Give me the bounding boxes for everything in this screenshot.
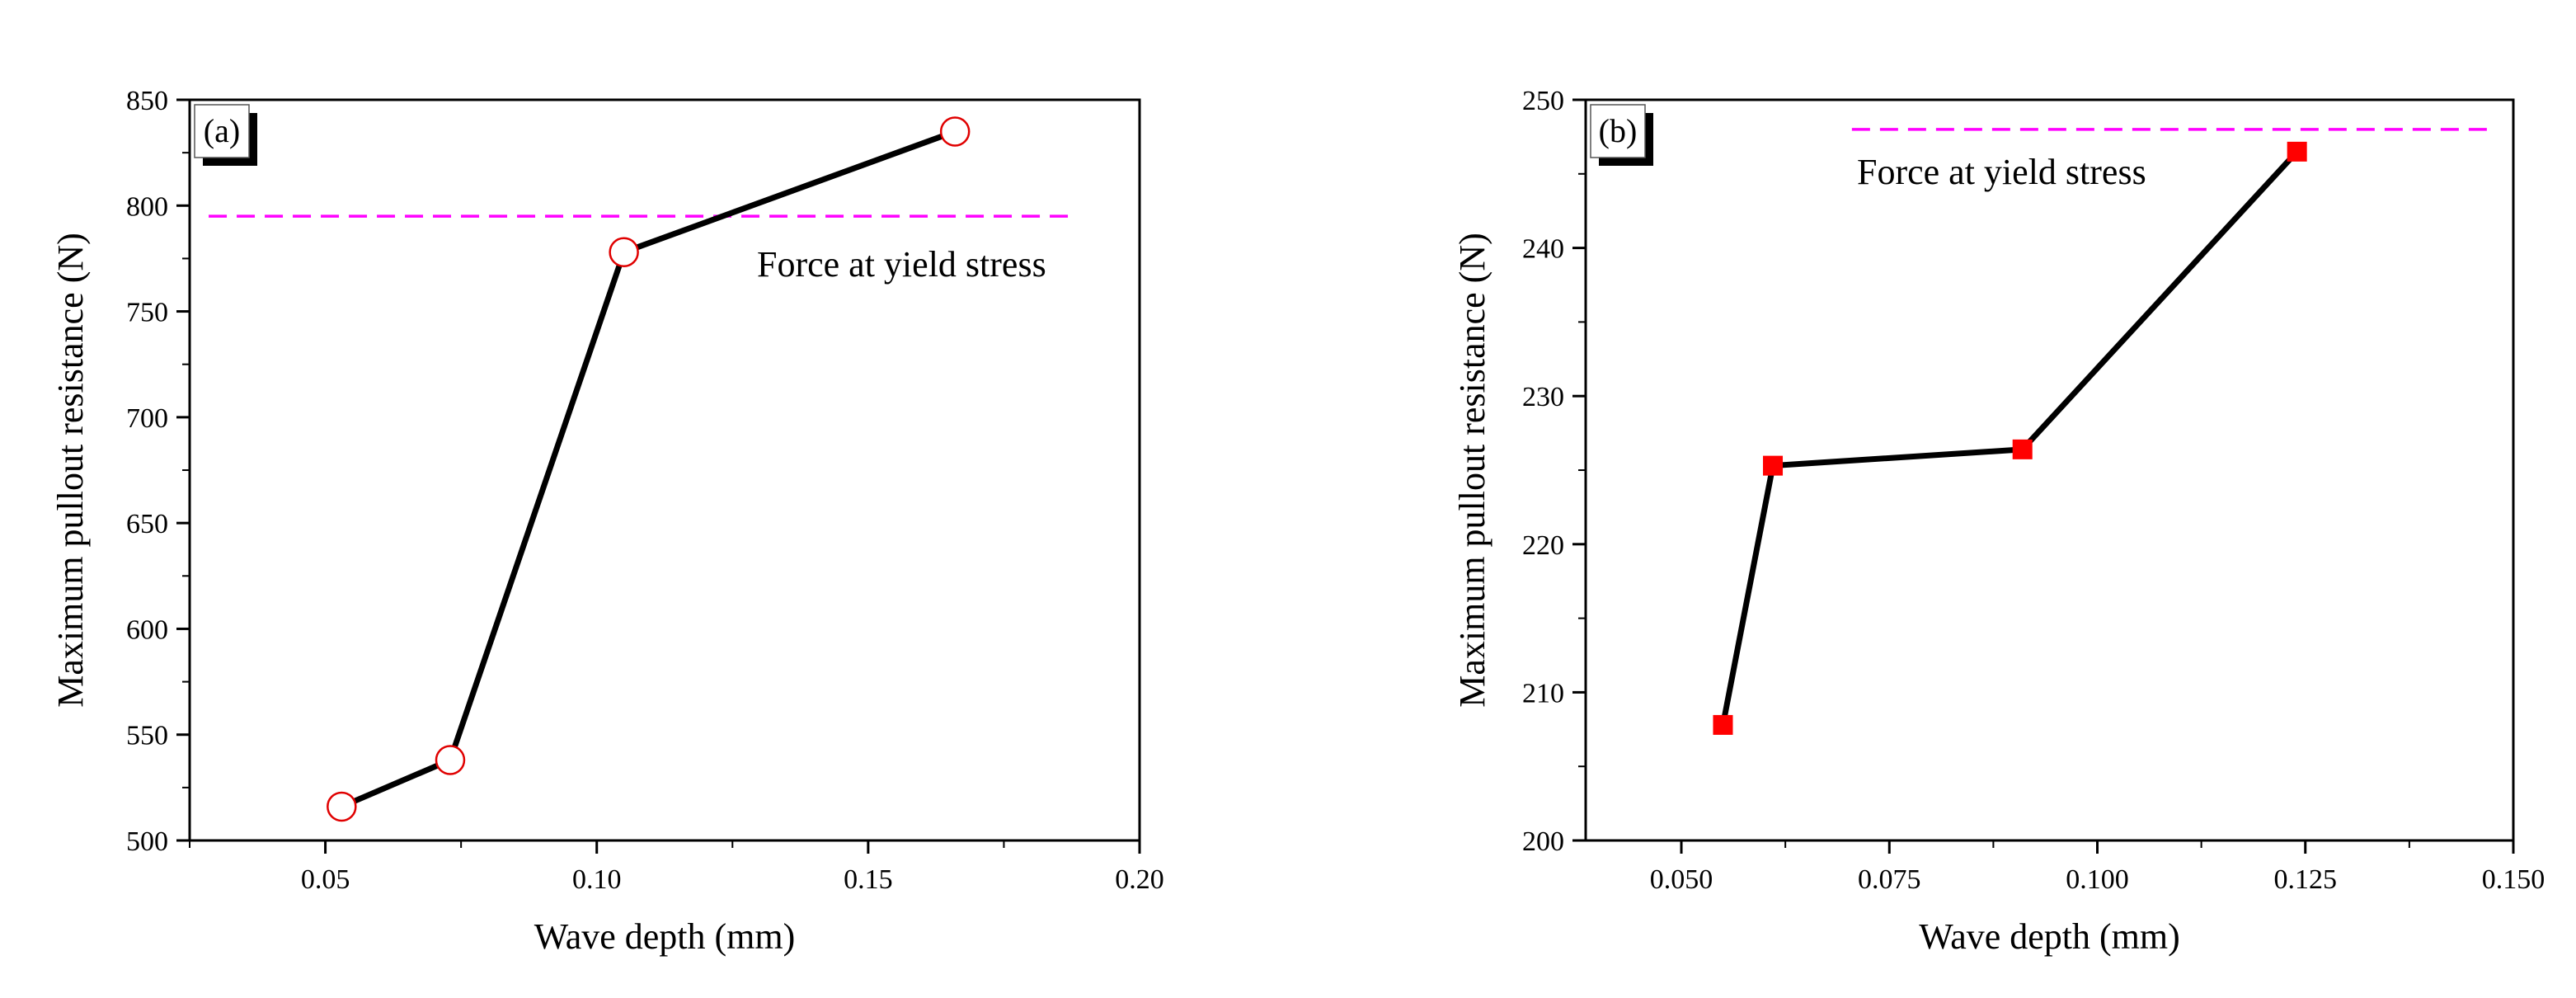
x-tick-label: 0.15 (844, 864, 893, 895)
panel-label: (a) (204, 112, 240, 149)
y-axis-title: Maximum pullout resistance (N) (50, 233, 91, 708)
y-tick-label: 200 (1522, 826, 1564, 857)
y-tick-label: 750 (126, 298, 168, 328)
y-tick-label: 600 (126, 614, 168, 645)
data-point (435, 745, 466, 775)
y-tick-label: 700 (126, 403, 168, 434)
panel-label-box (1590, 104, 1646, 158)
y-tick-label: 230 (1522, 382, 1564, 412)
data-point (939, 116, 971, 147)
y-tick-label: 210 (1522, 678, 1564, 708)
yield-annotation: Force at yield stress (1857, 152, 2146, 192)
data-point (609, 237, 639, 267)
x-axis-title: Wave depth (mm) (534, 916, 796, 957)
data-point (2287, 141, 2307, 162)
data-point (327, 791, 357, 822)
y-tick-label: 800 (126, 191, 168, 222)
x-tick-label: 0.10 (572, 864, 622, 895)
y-tick-label: 500 (126, 826, 168, 857)
x-tick-label: 0.050 (1650, 864, 1713, 895)
x-axis-title: Wave depth (mm) (1919, 916, 2180, 957)
x-tick-label: 0.20 (1115, 864, 1164, 895)
y-tick-label: 240 (1522, 234, 1564, 265)
y-tick-label: 650 (126, 509, 168, 539)
data-point (2012, 439, 2033, 459)
data-point (1713, 714, 1733, 735)
yield-annotation: Force at yield stress (757, 244, 1046, 285)
y-axis-title: Maximum pullout resistance (N) (1452, 233, 1492, 708)
series-line (340, 129, 957, 810)
y-tick-label: 250 (1522, 86, 1564, 116)
y-tick-label: 850 (126, 86, 168, 116)
y-tick-label: 220 (1522, 530, 1564, 561)
chart-panel-a: 0.05 0.10 0.15 0.20 500 550 600 650 700 750 800 850… (50, 86, 1164, 957)
plot-frame (188, 98, 1141, 842)
y-tick-label: 550 (126, 721, 168, 751)
chart-panel-b: 0.050 0.075 0.100 0.125 0.150 200 210 220 230 240… (1452, 86, 2545, 957)
panel-label-box (194, 104, 250, 158)
x-tick-label: 0.100 (2066, 864, 2129, 895)
data-point (1763, 455, 1784, 476)
panel-label: (b) (1599, 112, 1638, 149)
x-tick-label: 0.125 (2274, 864, 2338, 895)
x-tick-label: 0.075 (1858, 864, 1921, 895)
x-tick-label: 0.05 (301, 864, 350, 895)
x-tick-label: 0.150 (2482, 864, 2545, 895)
series-line (1720, 149, 2300, 726)
